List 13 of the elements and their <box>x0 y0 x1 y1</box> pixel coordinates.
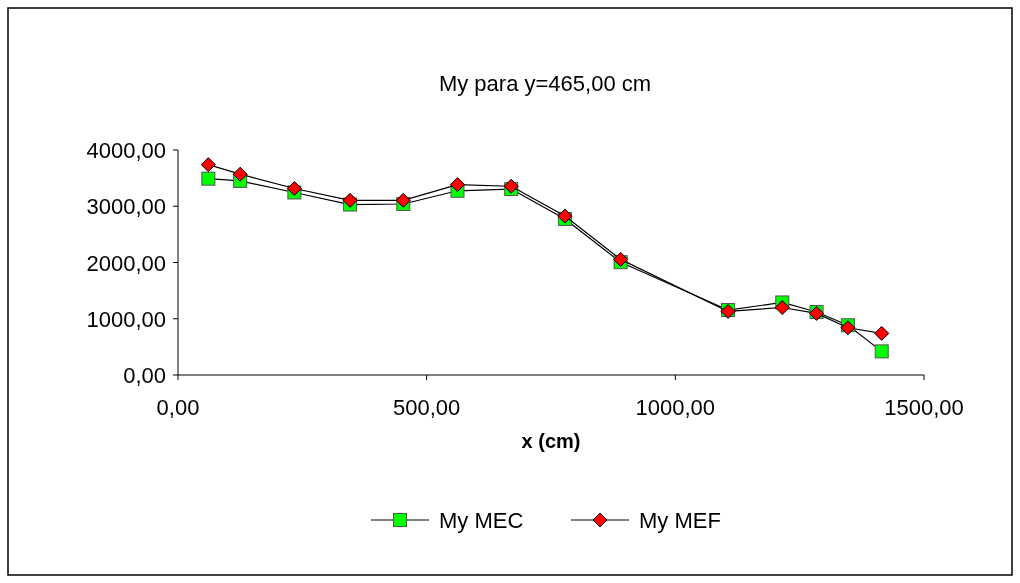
x-tick-label: 0,00 <box>156 395 200 420</box>
x-tick-label: 1000,00 <box>635 395 716 420</box>
legend-label: My MEF <box>639 508 721 533</box>
y-tick-label: 2000,00 <box>86 250 166 276</box>
y-tick-label: 1000,00 <box>86 306 166 332</box>
legend-label: My MEC <box>439 508 524 533</box>
chart-title: My para y=465,00 cm <box>438 71 652 96</box>
y-tick-label: 4000,00 <box>86 138 166 163</box>
x-axis-title: x (cm) <box>521 430 581 452</box>
y-tick-label: 3000,00 <box>86 194 166 220</box>
x-tick-label: 1500,00 <box>884 395 964 420</box>
y-tick-label: 0,00 <box>123 363 166 388</box>
x-tick-label: 500,00 <box>393 395 461 420</box>
